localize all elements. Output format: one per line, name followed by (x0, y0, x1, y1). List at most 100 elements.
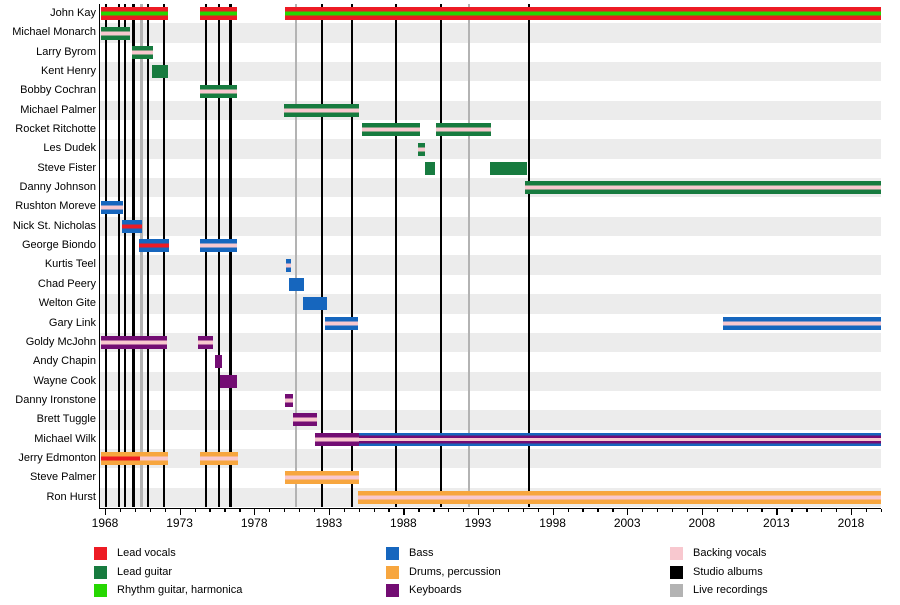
legend-swatch-live_recordings (670, 584, 683, 598)
x-axis-major-tick (627, 508, 629, 515)
x-axis-minor-tick (492, 508, 495, 513)
member-name: Larry Byrom (36, 45, 96, 58)
member-name: Les Dudek (43, 142, 96, 155)
timeline-bar (303, 297, 327, 311)
legend-swatch-rhythm_guitar (94, 584, 107, 598)
x-axis-minor-tick (298, 508, 301, 513)
timeline-bar (524, 181, 881, 195)
x-axis-minor-tick (537, 508, 539, 513)
member-name: Jerry Edmonton (18, 451, 96, 464)
x-axis-minor-tick (343, 508, 346, 513)
x-axis-minor-tick (239, 508, 241, 513)
x-axis-minor-tick (507, 508, 510, 513)
x-axis-minor-tick (119, 508, 122, 513)
x-axis-minor-tick (746, 508, 748, 513)
studio-album-line (162, 4, 166, 507)
studio-album-line (439, 4, 442, 507)
x-axis-tick-label: 2008 (688, 515, 716, 530)
x-axis-minor-tick (284, 508, 286, 513)
x-axis-minor-tick (671, 508, 674, 513)
x-axis-minor-tick (761, 508, 763, 513)
x-axis-minor-tick (522, 508, 525, 513)
timeline-bar (199, 7, 238, 21)
x-axis-minor-tick (418, 508, 420, 513)
timeline-bar (315, 432, 359, 446)
timeline-bar (100, 336, 167, 350)
member-name: Danny Johnson (19, 181, 96, 194)
legend-label: Rhythm guitar, harmonica (117, 584, 243, 597)
studio-album-line (204, 4, 207, 507)
y-axis (98, 4, 100, 508)
timeline-bar (138, 239, 170, 253)
member-name: Rocket Ritchotte (15, 123, 96, 136)
studio-album-line (147, 4, 150, 507)
x-axis-minor-tick (448, 508, 450, 513)
member-name: Kent Henry (40, 65, 96, 78)
x-axis-minor-tick (149, 508, 152, 513)
x-axis-minor-tick (567, 508, 569, 513)
x-axis-minor-tick (686, 508, 689, 513)
x-axis-tick-label: 1968 (91, 515, 119, 530)
studio-album-line (117, 4, 121, 507)
x-axis-major-tick (552, 508, 554, 515)
row-background (98, 139, 881, 159)
legend-label: Drums, percussion (409, 565, 501, 578)
x-axis-tick-label: 1983 (315, 515, 343, 530)
timeline-bar (358, 432, 881, 446)
member-name: Bobby Cochran (20, 84, 96, 97)
x-axis (98, 507, 881, 509)
timeline-bar (284, 394, 293, 408)
x-axis-minor-tick (134, 508, 137, 513)
timeline-bar (214, 355, 223, 369)
row-background (98, 448, 881, 469)
x-axis-major-tick (776, 508, 778, 515)
legend-label: Live recordings (693, 584, 768, 597)
member-name: Gary Link (48, 316, 96, 329)
legend-label: Backing vocals (693, 547, 767, 559)
member-name: Welton Gite (38, 297, 96, 310)
x-axis-minor-tick (224, 508, 226, 513)
row-background (98, 410, 881, 430)
timeline-bar (100, 200, 123, 214)
timeline-bar (325, 316, 358, 330)
member-name: Kurtis Teel (44, 258, 96, 271)
member-name: Michael Wilk (34, 432, 96, 445)
x-axis-minor-tick (821, 508, 823, 513)
timeline-bar (199, 239, 238, 253)
member-name: Wayne Cook (33, 374, 96, 387)
x-axis-tick-label: 2013 (763, 515, 790, 530)
legend-label: Bass (409, 547, 434, 559)
x-axis-tick-label: 1978 (240, 515, 268, 530)
x-axis-minor-tick (358, 508, 360, 513)
studio-album-line (394, 4, 398, 507)
row-background (98, 23, 881, 43)
x-axis-minor-tick (597, 508, 599, 513)
x-axis-minor-tick (731, 508, 733, 513)
studio-album-line (217, 4, 221, 507)
legend-swatch-backing_vocals (670, 547, 683, 560)
legend-label: Keyboards (409, 584, 462, 597)
studio-album-line (320, 4, 324, 507)
x-axis-minor-tick (791, 508, 793, 513)
timeline-bar (100, 452, 141, 466)
x-axis-tick-label: 2003 (613, 515, 641, 530)
timeline-bar (140, 452, 169, 466)
legend-label: Lead vocals (117, 547, 176, 559)
member-name: Goldy McJohn (25, 335, 96, 348)
x-axis-tick-label: 2018 (837, 515, 865, 530)
x-axis-minor-tick (806, 508, 808, 513)
x-axis-major-tick (254, 508, 256, 515)
legend-swatch-studio_albums (670, 565, 683, 579)
member-name: Chad Peery (37, 277, 96, 290)
x-axis-tick-label: 1973 (166, 515, 193, 530)
timeline-bar (100, 26, 130, 40)
timeline-bar (489, 161, 528, 175)
member-name: Steve Fister (37, 161, 96, 174)
legend-label: Lead guitar (117, 565, 173, 578)
row-background (98, 100, 881, 121)
x-axis-major-tick (105, 508, 107, 515)
timeline-bar (122, 219, 142, 233)
member-name: Michael Palmer (20, 103, 96, 116)
x-axis-minor-tick (463, 508, 465, 513)
